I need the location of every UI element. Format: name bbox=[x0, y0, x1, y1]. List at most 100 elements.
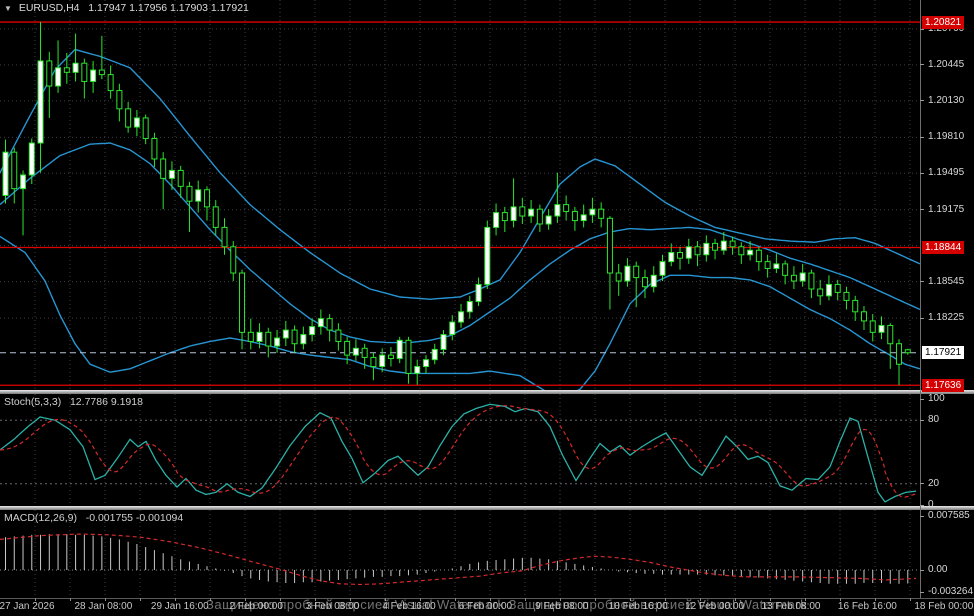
time-axis-tick bbox=[910, 598, 911, 601]
stoch-d-line bbox=[0, 405, 917, 498]
stoch-scale-label: 100 bbox=[928, 393, 945, 404]
candle-bear bbox=[239, 272, 246, 333]
candle-bull bbox=[484, 226, 491, 285]
candle-bear bbox=[186, 185, 193, 202]
candle-bull bbox=[650, 274, 657, 288]
candle-bear bbox=[177, 169, 184, 187]
candle-bull bbox=[352, 347, 359, 356]
candle-bear bbox=[291, 329, 298, 345]
price-axis-tick bbox=[920, 28, 924, 30]
symbol-period-label: EURUSD,H4 bbox=[18, 2, 80, 14]
price-axis-label: 1.18225 bbox=[928, 312, 965, 324]
time-axis-label: 28 Jan 08:00 bbox=[74, 601, 133, 612]
candle-bear bbox=[361, 347, 368, 358]
time-axis-tick bbox=[630, 598, 631, 601]
current-price-label: 1.17921 bbox=[922, 346, 965, 360]
stoch-k-line bbox=[0, 403, 917, 503]
candle-bear bbox=[344, 340, 351, 356]
candle-bull bbox=[55, 67, 62, 87]
candle-bear bbox=[615, 272, 622, 282]
candle-bull bbox=[493, 212, 500, 228]
time-axis-label: 6 Feb 00:00 bbox=[458, 601, 513, 612]
price-axis-label: 1.19175 bbox=[928, 203, 965, 215]
candle-bull bbox=[545, 215, 552, 225]
time-axis-tick bbox=[210, 598, 211, 601]
price-axis-tick bbox=[920, 515, 924, 517]
candle-bull bbox=[300, 334, 307, 345]
time-axis-label: 16 Feb 16:00 bbox=[837, 601, 897, 612]
candle-bear bbox=[712, 242, 719, 251]
candle-bear bbox=[501, 212, 508, 222]
candle-bear bbox=[212, 206, 219, 228]
candle-bull bbox=[2, 151, 9, 196]
candle-bear bbox=[519, 206, 526, 217]
candle-bull bbox=[528, 208, 535, 217]
candle-bear bbox=[563, 204, 570, 212]
stochastic-panel[interactable] bbox=[0, 394, 920, 506]
macd-indicator-label: MACD(12,26,9) -0.001755 -0.001094 bbox=[4, 512, 183, 524]
candle-bull bbox=[668, 251, 675, 263]
time-axis-label: 2 Feb 00:00 bbox=[229, 601, 283, 612]
candle-bull bbox=[589, 208, 596, 216]
time-axis-tick bbox=[735, 598, 736, 601]
candle-bull bbox=[422, 359, 429, 368]
candle-bear bbox=[764, 261, 771, 269]
time-axis-tick bbox=[420, 598, 421, 601]
time-axis-border bbox=[0, 598, 974, 599]
candle-bear bbox=[904, 349, 911, 354]
candle-bear bbox=[633, 265, 640, 279]
price-axis-tick bbox=[920, 281, 924, 283]
time-axis-tick bbox=[70, 598, 71, 601]
candle-bear bbox=[641, 277, 648, 288]
time-axis-label: 12 Feb 00:00 bbox=[685, 601, 745, 612]
candle-bull bbox=[414, 366, 421, 374]
candle-bear bbox=[852, 299, 859, 313]
candle-bear bbox=[817, 288, 824, 297]
candle-bull bbox=[747, 249, 754, 256]
candle-bull bbox=[195, 189, 202, 202]
time-axis-tick bbox=[490, 598, 491, 601]
time-axis-tick bbox=[595, 598, 596, 601]
time-axis-tick bbox=[525, 598, 526, 601]
panel-separator-1[interactable] bbox=[0, 390, 974, 394]
candle-bull bbox=[379, 354, 386, 368]
candle-bear bbox=[203, 189, 210, 208]
time-axis-tick bbox=[455, 598, 456, 601]
candle-bear bbox=[98, 69, 105, 76]
bollinger-lower bbox=[0, 235, 920, 390]
time-axis-tick bbox=[805, 598, 806, 601]
candle-bull bbox=[274, 337, 281, 347]
candle-bear bbox=[142, 117, 149, 139]
time-axis-tick bbox=[665, 598, 666, 601]
candle-bull bbox=[580, 214, 587, 222]
candle-bear bbox=[869, 320, 876, 333]
candle-bear bbox=[370, 356, 377, 368]
time-axis-label: 9 Feb 08:00 bbox=[535, 601, 589, 612]
price-axis-tick bbox=[920, 483, 924, 485]
candle-bear bbox=[81, 62, 88, 82]
candle-bear bbox=[63, 67, 70, 73]
candle-bear bbox=[125, 108, 132, 128]
panel-separator-2[interactable] bbox=[0, 506, 974, 510]
red-level-price-label: 1.20821 bbox=[922, 15, 965, 29]
candle-bull bbox=[440, 334, 447, 350]
time-axis-label: 4 Feb 16:00 bbox=[382, 601, 436, 612]
candle-bull bbox=[256, 331, 263, 342]
price-axis-tick bbox=[920, 504, 924, 506]
macd-panel[interactable] bbox=[0, 510, 920, 598]
macd-scale-label: 0.007585 bbox=[928, 510, 970, 521]
candle-bull bbox=[659, 261, 666, 276]
time-axis-label: 29 Jan 16:00 bbox=[150, 601, 209, 612]
candle-bear bbox=[221, 226, 228, 248]
candle-bull bbox=[624, 265, 631, 282]
candle-bear bbox=[230, 246, 237, 274]
candle-bear bbox=[107, 74, 114, 92]
time-axis-tick bbox=[245, 598, 246, 601]
candle-bull bbox=[90, 69, 97, 82]
candle-bull bbox=[799, 272, 806, 282]
stoch-scale-label: 0 bbox=[928, 499, 934, 510]
candle-bear bbox=[677, 251, 684, 259]
candle-bull bbox=[685, 246, 692, 259]
price-chart-panel[interactable] bbox=[0, 0, 920, 390]
symbol-dropdown-icon[interactable]: ▼ bbox=[4, 4, 12, 13]
